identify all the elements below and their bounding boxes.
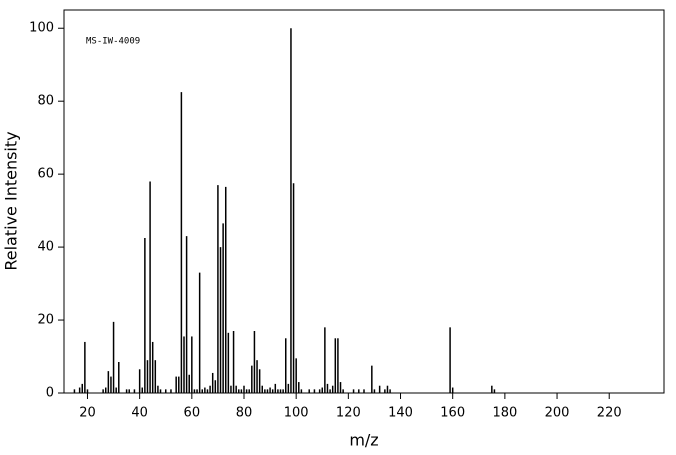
x-tick-label: 40 bbox=[131, 406, 148, 421]
x-tick-label: 180 bbox=[492, 406, 517, 421]
y-tick-label: 40 bbox=[37, 240, 54, 255]
x-tick-label: 220 bbox=[597, 406, 622, 421]
y-axis-title: Relative Intensity bbox=[2, 131, 21, 270]
x-tick-label: 60 bbox=[184, 406, 201, 421]
y-tick-label: 80 bbox=[37, 94, 54, 109]
x-tick-label: 80 bbox=[236, 406, 253, 421]
y-tick-label: 0 bbox=[46, 386, 54, 401]
x-tick-label: 120 bbox=[336, 406, 361, 421]
y-tick-label: 60 bbox=[37, 167, 54, 182]
annotation: MS-IW-4009 bbox=[86, 37, 140, 47]
x-tick-label: 20 bbox=[79, 406, 96, 421]
plot-frame bbox=[63, 9, 665, 394]
x-tick-label: 160 bbox=[440, 406, 465, 421]
x-tick-label: 140 bbox=[388, 406, 413, 421]
y-tick-label: 100 bbox=[29, 21, 54, 36]
x-tick-label: 200 bbox=[545, 406, 570, 421]
x-axis-title: m/z bbox=[349, 431, 378, 450]
x-tick-label: 100 bbox=[284, 406, 309, 421]
y-tick-label: 20 bbox=[37, 313, 54, 328]
